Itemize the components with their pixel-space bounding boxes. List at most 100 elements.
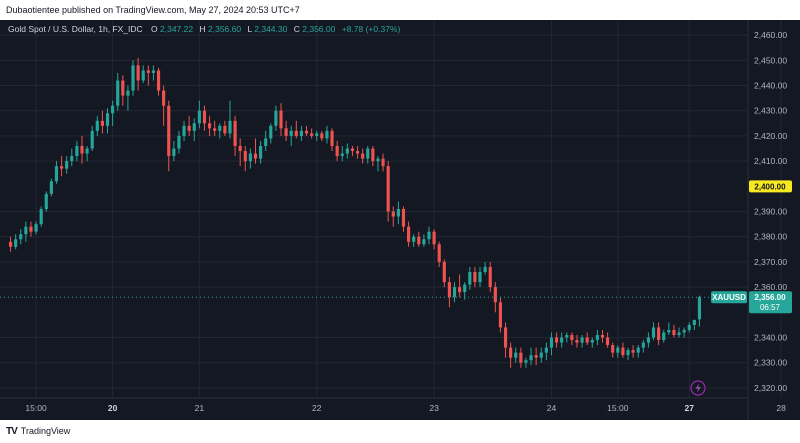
candle-up [641,342,645,348]
last-price-tag-bg [749,291,792,314]
candle-up [131,65,135,91]
candle-up [182,125,186,136]
legend-c-value: 2,356.00 [302,24,335,34]
candle-up [248,153,252,162]
candle-up [524,360,528,363]
candle-down [279,110,283,129]
candle-down [432,231,436,245]
candle-up [539,352,543,358]
candle-up [692,319,696,325]
candle-up [315,133,319,136]
level-tag-label: 2,400.00 [754,182,786,191]
candle-down [330,130,334,146]
candle-down [207,123,212,129]
candle-down [672,329,676,335]
candle-down [437,244,441,262]
candle-up [192,123,196,131]
candles [8,57,702,368]
candle-up [662,332,666,341]
candle-down [534,355,538,358]
candle-down [284,128,288,136]
price-tick-label: 2,450.00 [754,55,787,65]
candle-up [483,266,487,272]
candle-up [376,158,380,162]
candle-down [243,151,247,162]
candle-down [503,327,508,348]
candle-down [238,146,242,152]
candle-down [162,90,166,106]
candle-down [458,287,462,293]
candle-down [335,146,339,157]
candle-down [294,130,298,136]
candlestick-chart[interactable]: 2,460.00 2,450.00 2,440.00 2,430.00 2,420.00… [0,20,800,420]
candle-down [657,327,661,341]
candle-down [361,153,365,159]
candle-up [44,193,48,209]
legend-l-value: 2,344.30 [254,24,287,34]
price-tick-label: 2,320.00 [754,383,787,393]
candle-up [34,224,38,232]
time-tick-label: 15:00 [25,403,47,413]
candle-up [49,181,53,194]
candle-down [136,65,140,81]
tradingview-logo[interactable]: TV TradingView [6,420,70,443]
candle-up [65,161,69,169]
candle-up [95,120,99,131]
candle-down [585,337,589,343]
candle-up [85,148,89,154]
price-axis: 2,460.00 2,450.00 2,440.00 2,430.00 2,420.00… [754,30,787,393]
candle-down [554,337,559,343]
candle-up [560,337,564,343]
legend-h-label: H [199,24,205,34]
publisher-line: Dubaotientee published on TradingView.co… [6,5,300,15]
legend-l-label: L [247,24,252,34]
time-tick-label: 20 [108,403,118,413]
time-tick-label: 28 [776,403,786,413]
legend-row: Gold Spot / U.S. Dollar, 1h, FX_IDC O 2,… [8,24,400,34]
candle-down [447,282,451,298]
candle-up [514,352,518,358]
candle-down [401,209,406,227]
chart-area[interactable]: 2,460.00 2,450.00 2,440.00 2,430.00 2,420.00… [0,20,800,420]
candle-down [156,70,161,91]
candle-up [126,90,130,96]
candle-up [111,105,115,114]
lightning-icon[interactable] [690,380,706,396]
tradingview-logo-text: TradingView [20,426,71,436]
candle-up [177,135,181,149]
candle-down [100,120,104,126]
candle-up [54,166,59,182]
candle-up [616,347,620,353]
candle-down [304,130,309,134]
candle-down [253,153,258,159]
candle-up [90,130,94,149]
candle-down [350,148,355,152]
candle-up [682,329,686,333]
candle-down [121,80,125,96]
candle-up [39,209,43,225]
countdown-label: 06:57 [760,303,781,312]
candle-up [667,329,671,333]
candle-up [299,130,304,136]
candle-up [463,284,467,293]
candle-up [19,234,23,240]
price-tick-label: 2,390.00 [754,207,787,217]
candle-up [289,130,293,136]
legend-o-label: O [151,24,158,34]
time-tick-label: 21 [195,403,205,413]
candle-up [452,287,457,298]
time-tick-label: 23 [429,403,439,413]
grid-lines [0,20,782,398]
symbol-tag-label: XAUUSD [712,293,746,302]
candle-down [498,302,503,328]
candle-down [146,70,150,73]
candle-up [412,236,416,242]
candle-down [488,266,492,288]
candle-down [417,236,421,245]
symbol-price-tag: XAUUSD 2,356.00 06:57 [711,291,792,314]
candle-down [621,347,625,356]
candle-up [274,110,278,126]
candle-up [529,355,533,361]
candle-up [269,125,273,139]
candle-up [651,327,656,338]
